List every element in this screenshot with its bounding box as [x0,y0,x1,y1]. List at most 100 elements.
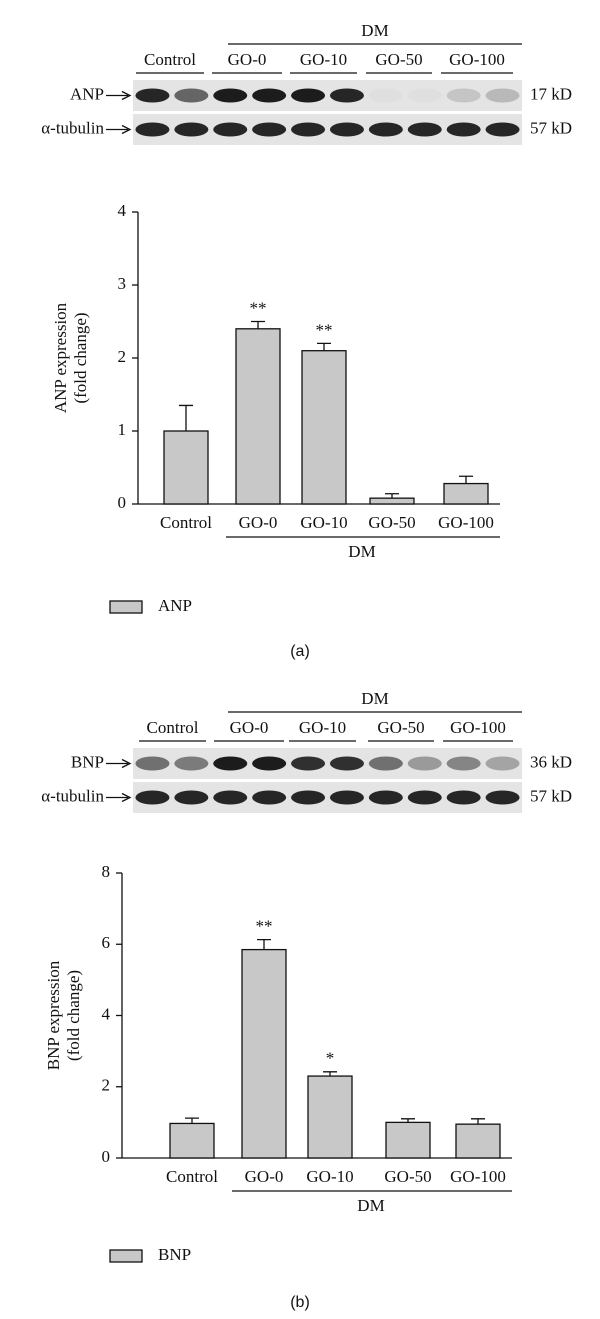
blot-band [446,790,481,805]
bar [163,430,209,505]
lane-label: GO-100 [450,718,506,737]
y-axis-label: (fold change) [71,312,90,403]
bar [307,1075,353,1159]
y-tick-label: 0 [118,493,127,512]
blot-band [446,88,481,103]
blot-band [174,756,209,771]
blot-band [135,790,170,805]
x-tick-label: Control [166,1167,218,1186]
blot-band [291,756,326,771]
group-label: DM [348,542,375,561]
lane-label: GO-0 [230,718,269,737]
significance-marker: ** [316,320,333,339]
blot-band [408,89,442,103]
y-tick-label: 2 [102,1076,111,1095]
arrow-head [121,758,132,769]
blot-band [135,756,170,771]
error-bar [459,475,473,484]
blot-band [291,790,326,805]
size-label: 36 kD [530,752,572,771]
caption: (a) [290,643,310,660]
blot-band [369,89,403,103]
blot-band [329,790,364,805]
blot-band [446,756,481,771]
error-bar [251,320,265,329]
blot-band [252,122,287,137]
x-tick-label: GO-0 [239,513,278,532]
bar [241,948,287,1159]
blot-band [135,122,170,137]
legend-label: ANP [158,596,192,615]
group-label: DM [361,689,388,708]
lane-label: Control [147,718,199,737]
bar [169,1122,215,1159]
blot-band [135,88,170,103]
bar [443,482,489,505]
size-label: 57 kD [530,118,572,137]
x-tick-label: GO-50 [368,513,415,532]
blot-band [485,756,520,771]
blot-band [446,122,481,137]
x-tick-label: GO-0 [245,1167,284,1186]
blot-band [368,756,403,771]
x-tick-label: GO-100 [438,513,494,532]
blot-band [407,122,442,137]
blot-band [213,756,248,771]
blot-band [329,122,364,137]
blot-band [252,88,287,103]
lane-label: GO-0 [228,50,267,69]
arrow-head [121,124,132,135]
group-label: DM [361,21,388,40]
error-bar [323,1071,337,1077]
blot-band [485,122,520,137]
blot-band [174,790,209,805]
blot-band [329,756,364,771]
blot-band [407,790,442,805]
significance-marker: ** [250,298,267,317]
x-tick-label: GO-10 [300,513,347,532]
y-axis-label: (fold change) [64,970,83,1061]
group-label: DM [357,1196,384,1215]
lane-label: GO-100 [449,50,505,69]
blot-band [174,122,209,137]
lane-label: GO-10 [299,718,346,737]
error-bar [317,342,331,351]
blot-band [213,88,248,103]
blot-band [213,790,248,805]
x-tick-label: GO-50 [384,1167,431,1186]
y-tick-label: 8 [102,862,111,881]
lane-label: GO-50 [377,718,424,737]
blot-band [252,756,287,771]
y-tick-label: 6 [102,933,111,952]
y-axis-label: BNP expression [44,960,63,1070]
blot-band [368,122,403,137]
caption: (b) [290,1294,310,1311]
y-tick-label: 3 [118,274,127,293]
blot-band [213,122,248,137]
error-bar [185,1117,199,1124]
x-tick-label: Control [160,513,212,532]
bar [301,350,347,505]
lane-label: GO-50 [375,50,422,69]
legend-label: BNP [158,1245,191,1264]
size-label: 57 kD [530,786,572,805]
blot-band [485,790,520,805]
x-tick-label: GO-100 [450,1167,506,1186]
y-tick-label: 4 [118,201,127,220]
blot-band [407,756,442,771]
bar [455,1123,501,1159]
error-bar [401,1118,415,1123]
y-tick-label: 1 [118,420,127,439]
lane-label: Control [144,50,196,69]
error-bar [471,1118,485,1125]
legend-swatch [109,600,143,614]
size-label: 17 kD [530,84,572,103]
blot-band [252,790,287,805]
error-bar [257,938,271,950]
error-bar [385,493,399,499]
blot-band [291,122,326,137]
blot-band [368,790,403,805]
blot-band [329,88,364,103]
row-label: α-tubulin [41,786,104,805]
